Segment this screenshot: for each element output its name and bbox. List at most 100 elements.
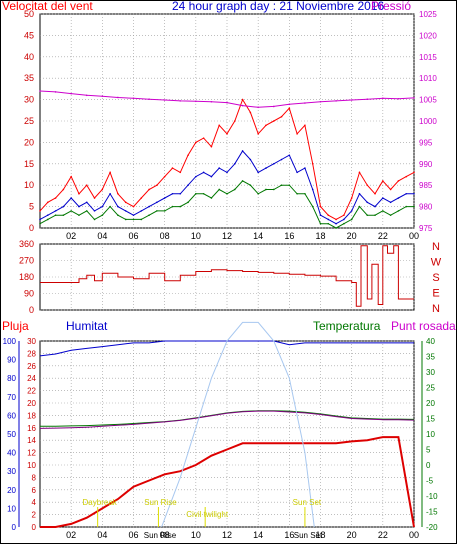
pressure-point	[257, 106, 259, 109]
wind-gust-point	[288, 107, 291, 109]
wind-low-point	[109, 205, 111, 208]
wind-average-point	[397, 197, 400, 199]
wind-low-point	[397, 210, 400, 212]
wind-low-point	[70, 210, 72, 212]
wind-gust-point	[195, 141, 197, 144]
wind-average-point	[405, 192, 408, 195]
wind-low-point	[62, 214, 65, 216]
x-tick-label: 02	[66, 530, 76, 540]
wind-gust-point	[171, 167, 174, 169]
rain-line	[40, 436, 415, 528]
wind-gust-point	[382, 180, 384, 182]
y-left-tick-label: 5	[29, 202, 34, 212]
pressure-point	[101, 95, 104, 97]
pressure-point	[382, 97, 384, 100]
wind-average-point	[109, 192, 111, 195]
compass-tick-label: N	[432, 241, 440, 253]
wind-average-point	[366, 201, 369, 204]
wind-low-point	[140, 218, 143, 221]
chart-title: 24 hour graph day : 21 Noviembre 2016	[172, 0, 385, 13]
pressure-point	[85, 94, 88, 97]
rain-label: Pluja	[2, 319, 29, 333]
wind-average-point	[124, 210, 127, 212]
humidity-tick-label: 50	[7, 430, 16, 439]
wind-low-point	[280, 184, 283, 186]
dewpoint-line	[39, 410, 415, 429]
y-left-tick-label: 35	[24, 73, 34, 83]
wind-gust-point	[93, 197, 96, 199]
temperature-tick-label: 10	[426, 430, 435, 439]
wind-low-point	[304, 192, 306, 195]
rain-tick-label: 26	[27, 362, 36, 371]
wind-low-point	[405, 205, 408, 208]
y-right-tick-label: 990	[419, 160, 433, 169]
pressure-point	[304, 102, 306, 104]
wind-average-point	[226, 171, 228, 174]
y-right-tick-label: 1010	[419, 74, 437, 83]
wind-average-point	[85, 201, 88, 204]
temperature-tick-label: -10	[426, 492, 438, 501]
temperature-tick-label: 0	[426, 461, 431, 470]
rain-tick-label: 18	[27, 411, 36, 420]
x-tick-label: 10	[191, 530, 201, 540]
wind-low-point	[148, 214, 150, 216]
wind-gust-point	[218, 124, 221, 127]
wind-average-point	[413, 192, 415, 195]
wind-gust-point	[70, 175, 72, 178]
wind-low-point	[296, 192, 298, 195]
annotation-label: Sun Rise	[144, 498, 177, 507]
direction-tick-label: 270	[19, 256, 34, 266]
x-tick-label: 12	[222, 530, 232, 540]
temperature-tick-label: -20	[426, 523, 438, 532]
wind-gust-point	[413, 171, 415, 174]
wind-low-point	[413, 205, 415, 208]
pressure-point	[413, 97, 415, 99]
wind-low-point	[202, 192, 205, 195]
wind-low-point	[93, 218, 96, 221]
wind-average-point	[140, 210, 143, 212]
wind-gust-point	[54, 197, 57, 199]
wind-low-point	[288, 184, 291, 186]
wind-gust-point	[311, 163, 314, 165]
wind-low-point	[358, 205, 361, 208]
wind-gust-point	[343, 214, 345, 216]
wind-gust-point	[156, 184, 158, 186]
wind-low-point	[210, 197, 213, 199]
compass-tick-label: S	[432, 272, 439, 284]
wind-low-point	[187, 201, 189, 204]
pressure-point	[272, 105, 275, 108]
x-tick-label: 22	[378, 530, 388, 540]
pressure-point	[117, 96, 119, 99]
x-tick-label: 10	[191, 231, 201, 241]
rain-tick-label: 20	[27, 399, 36, 408]
wind-low-point	[249, 184, 252, 186]
wind-average-point	[319, 214, 322, 216]
x-tick-label: 14	[253, 530, 263, 540]
y-left-tick-label: 25	[24, 116, 34, 126]
rain-tick-label: 0	[32, 523, 37, 532]
wind-low-point	[124, 218, 127, 221]
wind-low-point	[319, 222, 322, 225]
x-tick-label: 16	[284, 530, 294, 540]
x-tick-label: 08	[160, 231, 170, 241]
humidity-tick-label: 100	[3, 337, 17, 346]
wind-average-point	[257, 171, 259, 174]
x-tick-label: 12	[222, 231, 232, 241]
wind-average-point	[374, 205, 376, 208]
pressure-point	[70, 92, 72, 95]
temperature-tick-label: 15	[426, 415, 435, 424]
wind-average-point	[311, 188, 314, 191]
wind-low-point	[366, 214, 369, 216]
x-tick-label: 18	[315, 231, 325, 241]
wind-average-point	[46, 214, 49, 216]
wind-average-point	[296, 171, 298, 174]
x-tick-label: 04	[97, 231, 107, 241]
temperature-tick-label: 20	[426, 399, 435, 408]
wind-gust-point	[226, 133, 228, 135]
wind-average-point	[163, 197, 166, 199]
x-tick-label: 20	[347, 530, 357, 540]
wind-gust-point	[366, 184, 369, 186]
pressure-point	[397, 97, 400, 100]
wind-average-point	[62, 205, 65, 208]
pressure-point	[288, 103, 291, 106]
